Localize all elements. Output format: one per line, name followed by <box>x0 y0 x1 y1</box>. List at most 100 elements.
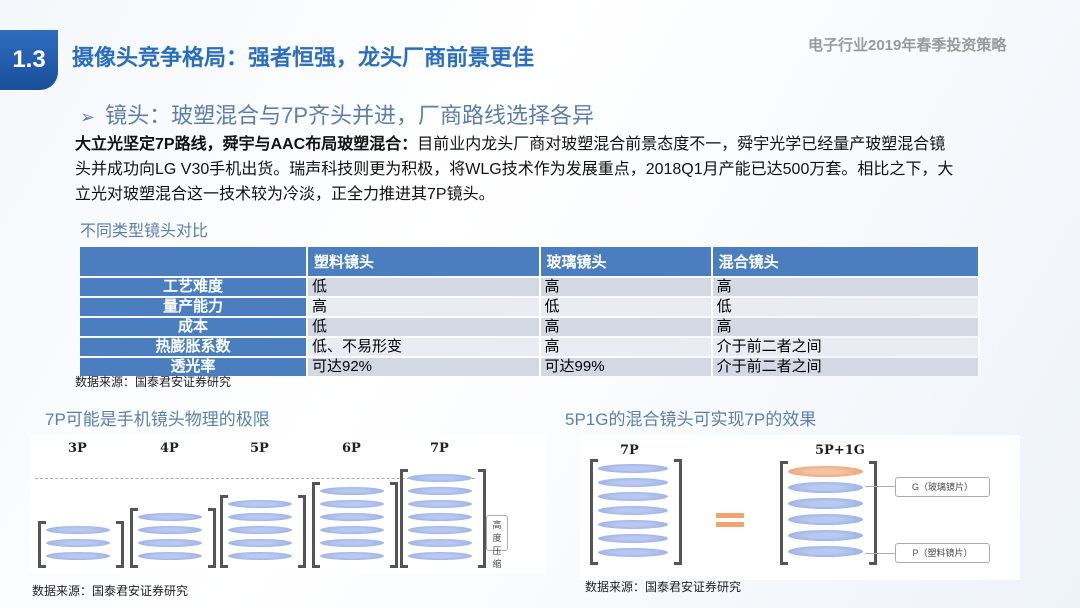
body-text: 目前业内龙头厂商对玻塑混合前景态度不一，舜宇光学已经量产玻塑混合镜头并成功向LG… <box>75 136 954 203</box>
lens-count-label: 3P <box>68 441 87 456</box>
table-cell: 低 <box>540 298 713 316</box>
table-cell: 低 <box>308 318 541 336</box>
bracket-left <box>130 508 138 568</box>
table-source: 数据来源：国泰君安证券研究 <box>75 375 232 389</box>
table-header-cell: 混合镜头 <box>712 247 980 276</box>
glass-lens-note: G（玻璃镜片） <box>895 477 990 497</box>
lens-comparison-table: 塑料镜头 玻璃镜头 混合镜头 工艺难度低高高量产能力高低低成本低高高热膨胀系数 低、不易… <box>80 245 980 378</box>
table-header-cell: 塑料镜头 <box>308 247 541 276</box>
row-header: 量产能力 <box>80 298 308 316</box>
hybrid-lens-diagram: 7P 5P+1G G（玻璃镜片） P（塑料镜片） <box>580 435 1020 580</box>
table-cell: 低 <box>712 298 980 316</box>
row-header: 热膨胀系数 <box>80 338 308 356</box>
table-row: 透光率 可达92% 可达99% 介于前二者之间 <box>80 358 980 376</box>
plastic-lens <box>408 500 472 508</box>
table-cell: 高 <box>540 318 713 336</box>
table-row: 成本低高高 <box>80 318 980 336</box>
right-figure-title: 5P1G的混合镜头可实现7P的效果 <box>565 410 817 429</box>
plastic-lens <box>46 552 110 560</box>
section-badge: 1.3 <box>0 30 58 90</box>
plastic-lens <box>598 520 668 529</box>
table-cell: 介于前二者之间 <box>712 338 980 356</box>
plastic-lens <box>138 526 202 534</box>
equals-icon <box>716 513 744 518</box>
height-limit-line <box>35 478 475 479</box>
plastic-lens <box>320 552 384 560</box>
plastic-lens <box>320 487 384 495</box>
row-header: 透光率 <box>80 358 308 376</box>
plastic-lens <box>228 539 292 547</box>
plastic-lens <box>320 513 384 521</box>
arrow-bullet-icon: ➢ <box>80 107 96 127</box>
plastic-lens <box>408 513 472 521</box>
plastic-lens <box>228 552 292 560</box>
plastic-lens <box>228 526 292 534</box>
table-header-cell: 玻璃镜头 <box>540 247 713 276</box>
lens-stack-diagram: 3P 4P 5P 6P 7P 高度压缩 <box>30 435 545 573</box>
lens-count-label: 7P <box>430 441 449 456</box>
bracket-right <box>208 508 216 568</box>
lens-label-7p: 7P <box>620 443 639 458</box>
body-lead: 大立光坚定7P路线，舜宇与AAC布局玻塑混合： <box>75 136 418 153</box>
bracket-right <box>116 521 124 568</box>
plastic-lens <box>408 552 472 560</box>
table-cell: 介于前二者之间 <box>712 358 980 376</box>
table-header-cell <box>80 247 308 276</box>
plastic-lens <box>598 548 668 557</box>
table-cell: 高 <box>712 278 980 296</box>
plastic-lens <box>228 500 292 508</box>
table-cell: 高 <box>540 278 713 296</box>
table-cell: 可达92% <box>308 358 541 376</box>
table-cell: 高 <box>540 338 713 356</box>
plastic-lens-note: P（塑料镜片） <box>895 543 990 563</box>
bracket-right <box>478 469 486 568</box>
bracket-right <box>869 461 877 565</box>
bracket-left <box>38 521 46 568</box>
table-cell: 可达99% <box>540 358 713 376</box>
plastic-lens <box>788 498 863 509</box>
height-compression-note: 高度压缩 <box>486 515 508 569</box>
table-row: 工艺难度低高高 <box>80 278 980 296</box>
plastic-lens <box>408 539 472 547</box>
lens-count-label: 5P <box>250 441 269 456</box>
bracket-left <box>780 461 788 565</box>
lens-label-5p1g: 5P+1G <box>815 443 865 458</box>
bracket-left <box>312 482 320 568</box>
plastic-lens <box>320 500 384 508</box>
glass-leader-line <box>865 486 895 487</box>
subtitle: ➢ 镜头：玻塑混合与7P齐头并进，厂商路线选择各异 <box>80 98 594 130</box>
table-row: 热膨胀系数 低、不易形变高介于前二者之间 <box>80 338 980 356</box>
plastic-lens <box>46 539 110 547</box>
plastic-lens <box>598 464 668 473</box>
lens-count-label: 6P <box>342 441 361 456</box>
bracket-right <box>390 482 398 568</box>
table-cell: 高 <box>712 318 980 336</box>
table-caption: 不同类型镜头对比 <box>80 223 209 240</box>
report-name: 电子行业2019年春季投资策略 <box>808 37 1007 54</box>
plastic-lens <box>138 552 202 560</box>
plastic-lens <box>408 526 472 534</box>
left-figure-title: 7P可能是手机镜头物理的极限 <box>45 410 270 429</box>
bracket-left <box>590 459 598 565</box>
bracket-left <box>400 469 408 568</box>
left-figure-source: 数据来源：国泰君安证券研究 <box>32 584 189 598</box>
plastic-lens <box>228 513 292 521</box>
plastic-lens <box>46 526 110 534</box>
glass-lens <box>788 466 863 477</box>
bracket-left <box>220 495 228 568</box>
plastic-lens <box>788 514 863 525</box>
table-row: 量产能力高低低 <box>80 298 980 316</box>
right-figure-source: 数据来源：国泰君安证券研究 <box>585 580 742 594</box>
table-cell: 低、不易形变 <box>308 338 541 356</box>
plastic-lens <box>138 539 202 547</box>
row-header: 成本 <box>80 318 308 336</box>
subtitle-text: 镜头：玻塑混合与7P齐头并进，厂商路线选择各异 <box>105 103 595 128</box>
lens-count-label: 4P <box>160 441 179 456</box>
plastic-lens <box>138 513 202 521</box>
plastic-lens <box>598 492 668 501</box>
plastic-lens <box>788 546 863 557</box>
plastic-lens <box>788 530 863 541</box>
plastic-lens <box>320 539 384 547</box>
table-cell: 低 <box>308 278 541 296</box>
page-title: 摄像头竞争格局：强者恒强，龙头厂商前景更佳 <box>72 45 535 70</box>
